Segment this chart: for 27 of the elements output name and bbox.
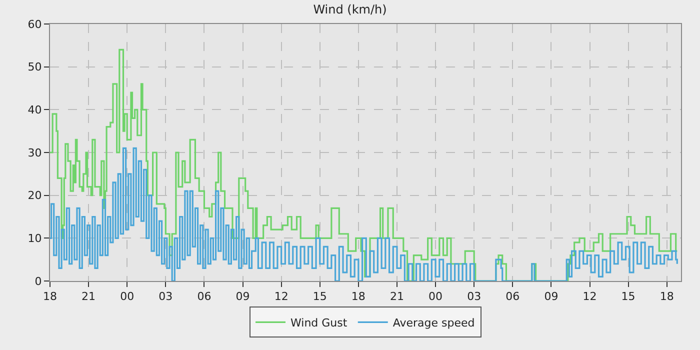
x-tick-label: 12 <box>274 290 288 304</box>
y-tick-label: 60 <box>28 18 42 31</box>
chart-title: Wind (km/h) <box>313 2 387 17</box>
y-tick-label: 20 <box>28 189 42 202</box>
y-tick-label: 10 <box>28 232 42 246</box>
legend-label: Average speed <box>392 316 475 330</box>
x-tick-label: 12 <box>582 290 597 304</box>
x-tick-label: 21 <box>82 290 96 304</box>
y-tick-label: 40 <box>28 104 42 117</box>
y-tick-label: 50 <box>28 60 42 74</box>
x-tick-label: 00 <box>120 290 134 304</box>
y-tick-label: 0 <box>34 274 42 288</box>
y-tick-label: 30 <box>28 146 42 160</box>
x-tick-label: 06 <box>197 290 212 304</box>
x-tick-label: 15 <box>312 290 327 304</box>
x-tick-label: 18 <box>660 290 674 304</box>
x-tick-label: 18 <box>43 290 57 304</box>
x-tick-label: 15 <box>621 290 636 304</box>
x-tick-label: 18 <box>351 290 366 304</box>
x-tick-label: 03 <box>158 290 173 304</box>
x-tick-label: 21 <box>390 290 404 304</box>
legend-label: Wind Gust <box>290 316 348 330</box>
x-tick-label: 09 <box>544 290 558 304</box>
x-tick-label: 09 <box>236 290 250 304</box>
x-tick-label: 06 <box>506 290 520 304</box>
x-tick-label: 00 <box>428 290 443 304</box>
x-tick-label: 03 <box>467 290 482 304</box>
